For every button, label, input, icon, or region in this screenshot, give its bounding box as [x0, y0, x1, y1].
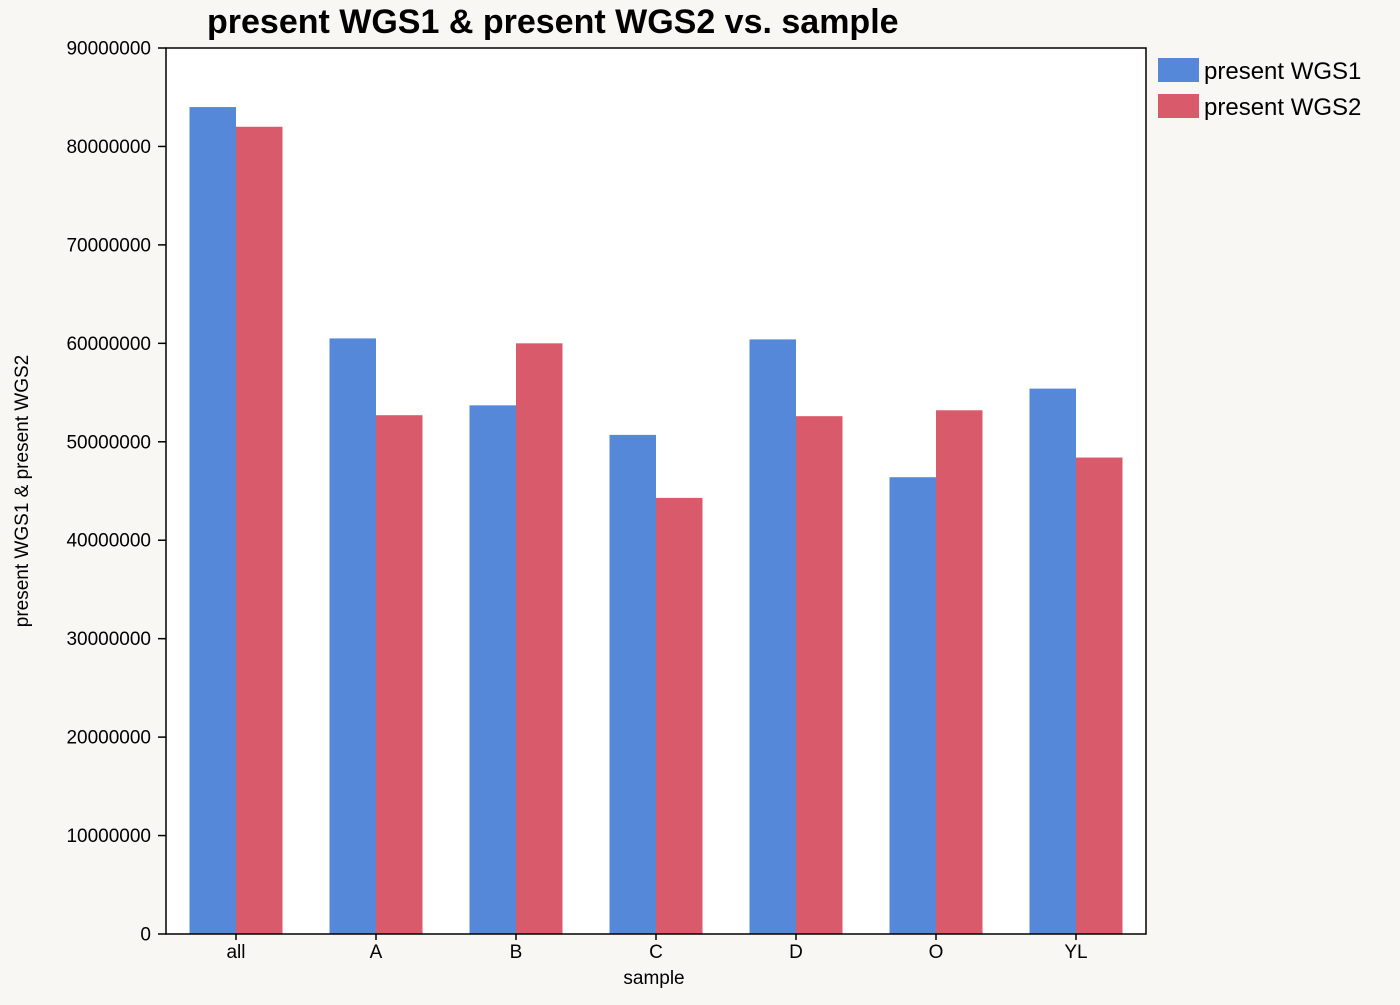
bar-series-1-a [329, 338, 376, 934]
bar-series-1-all [189, 107, 236, 934]
y-axis: 0 10000000 20000000 30000000 40000000 5000000… [66, 39, 166, 946]
y-tick-label: 20000000 [66, 728, 151, 749]
x-tick-label: D [789, 942, 803, 963]
y-tick-label: 70000000 [66, 235, 151, 256]
bars-layer [189, 107, 1123, 935]
legend-label-series-1: present WGS1 [1204, 58, 1361, 85]
y-tick-label: 10000000 [66, 826, 151, 847]
legend-swatch-series-2 [1158, 94, 1199, 118]
y-tick-label: 60000000 [66, 334, 151, 355]
chart-title: present WGS1 & present WGS2 vs. sample [207, 3, 899, 41]
bar-series-2-b [516, 343, 563, 935]
bar-series-2-all [236, 126, 283, 934]
x-axis-title: sample [623, 968, 684, 989]
y-tick-label: 0 [140, 925, 151, 946]
legend-swatch-series-1 [1158, 58, 1199, 82]
bar-series-2-d [796, 416, 843, 934]
y-tick-label: 80000000 [66, 137, 151, 158]
y-tick-label: 40000000 [66, 531, 151, 552]
x-tick-label: YL [1064, 942, 1087, 963]
bar-series-2-o [936, 410, 983, 934]
x-tick-label: B [510, 942, 523, 963]
x-tick-label: A [370, 942, 383, 963]
bar-series-2-yl [1076, 457, 1123, 934]
legend-label-series-2: present WGS2 [1204, 94, 1361, 121]
x-tick-label: O [929, 942, 944, 963]
y-tick-label: 50000000 [66, 432, 151, 453]
bar-series-1-b [469, 405, 516, 935]
bar-series-1-yl [1029, 388, 1076, 934]
x-tick-label: all [226, 942, 245, 963]
y-tick-label: 90000000 [66, 39, 151, 60]
bar-series-1-c [609, 434, 656, 934]
bar-series-2-c [656, 497, 703, 934]
bar-series-1-o [889, 477, 936, 934]
x-tick-label: C [649, 942, 663, 963]
bar-series-2-a [376, 415, 423, 934]
y-axis-title: present WGS1 & present WGS2 [12, 355, 33, 627]
bar-series-1-d [749, 339, 796, 934]
x-axis: all A B C D O YL [226, 934, 1088, 963]
y-tick-label: 30000000 [66, 629, 151, 650]
legend: present WGS1 present WGS2 [1158, 58, 1361, 121]
